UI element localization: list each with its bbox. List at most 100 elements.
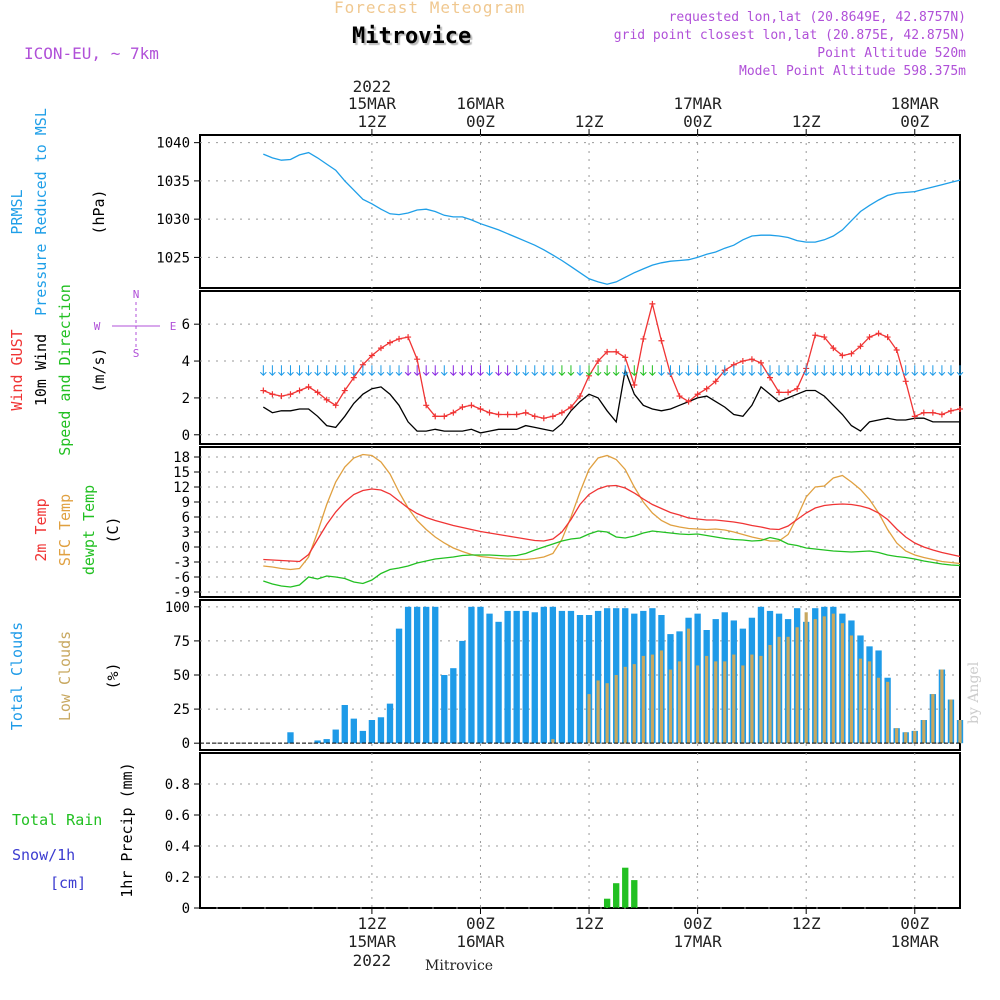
gust-marker [423, 402, 430, 409]
precip-ytick-label: 0 [182, 901, 190, 917]
pressure-frame [199, 134, 961, 289]
gust-marker [640, 335, 647, 342]
gust-marker [830, 345, 837, 352]
wind-direction-arrow [766, 365, 774, 376]
gust-marker [631, 382, 638, 389]
rain-bar [603, 898, 611, 908]
wind-direction-arrow [531, 365, 539, 376]
wind-direction-arrow [911, 365, 919, 376]
wind-direction-arrow [259, 365, 267, 376]
temperature-frame [199, 446, 961, 598]
wind-direction-arrow [784, 365, 792, 376]
gust-marker [938, 411, 945, 418]
compass-w: W [94, 320, 101, 333]
wind-direction-arrow [486, 365, 493, 376]
pressure-ylabel-2: Pressure Reduced to MSL [32, 108, 50, 316]
temperature-ytick-label: -3 [173, 555, 190, 571]
precip-ytick-label: 0.4 [165, 839, 190, 855]
bottom-time-hour: 12Z [575, 914, 604, 933]
rain-bar [631, 880, 638, 908]
low-cloud-bar [958, 720, 962, 744]
total-cloud-bar [576, 615, 584, 744]
gust-marker [794, 385, 801, 392]
gust-marker [468, 402, 475, 409]
wind-direction-arrow [440, 365, 448, 376]
temperature-ytick-label: 9 [182, 495, 190, 511]
temp-ylabel-3: dewpt Temp [80, 485, 98, 575]
gust-marker [314, 389, 321, 396]
low-cloud-bar [804, 612, 808, 744]
precip-ylabel: 1hr Precip (mm) [118, 762, 136, 897]
wind-direction-arrow [459, 365, 466, 376]
bottom-time-year: 2022 [353, 951, 392, 970]
gust-marker [260, 387, 267, 394]
low-cloud-bar [596, 680, 600, 744]
gust-marker [441, 413, 448, 420]
gust-marker [305, 383, 312, 390]
low-cloud-bar [696, 665, 700, 744]
wind-direction-arrow [386, 365, 394, 376]
footer-location: Mitrovice [425, 958, 494, 974]
gust-marker [296, 387, 303, 394]
precip-legend-snow-unit: [cm] [50, 874, 86, 892]
gust-marker [658, 337, 665, 344]
rain-bar [613, 883, 620, 908]
gust-marker [848, 350, 855, 357]
gust-marker [776, 389, 783, 396]
gust-marker [839, 352, 846, 359]
wind-direction-arrow [630, 365, 638, 376]
wind-ytick-label: 4 [182, 354, 190, 370]
pressure-ytick-label: 1035 [156, 174, 190, 190]
wind-direction-arrow [377, 365, 385, 376]
wind-direction-arrow [721, 365, 729, 376]
gust-marker [785, 389, 792, 396]
top-time-hour: 00Z [900, 112, 929, 131]
gust-marker [323, 396, 330, 403]
gust-marker [911, 413, 918, 420]
top-time-hour: 12Z [357, 112, 386, 131]
gust-marker [269, 391, 276, 398]
gust-marker [459, 404, 466, 411]
low-cloud-bar [705, 655, 709, 744]
gust-marker [857, 343, 864, 350]
gust-marker [685, 398, 692, 405]
gust-marker [947, 407, 954, 414]
requested-coords: requested lon,lat (20.8649E, 42.8757N) [668, 10, 966, 25]
wind-direction-arrow [775, 365, 783, 376]
low-cloud-bar [605, 683, 609, 744]
wind-direction-arrow [341, 365, 349, 376]
low-cloud-bar [659, 650, 664, 744]
bottom-time-hour: 00Z [466, 914, 495, 933]
gust-marker [622, 354, 629, 361]
clouds-ytick-label: 50 [173, 668, 190, 684]
gust-marker [522, 409, 529, 416]
wind-direction-arrow [612, 365, 620, 376]
wind-direction-arrow [269, 365, 276, 376]
wind-direction-arrow [296, 365, 303, 376]
total-cloud-bar [423, 606, 430, 744]
grid-point-coords: grid point closest lon,lat (20.875E, 42.… [613, 28, 966, 43]
total-cloud-bar [341, 705, 348, 744]
temp-unit: (C) [104, 516, 122, 543]
low-cloud-bar [831, 613, 835, 744]
wind-direction-arrow [504, 365, 511, 376]
gust-marker [676, 393, 683, 400]
wind-direction-arrow [449, 365, 457, 376]
gust-marker [902, 378, 909, 385]
wind-direction-arrow [649, 365, 656, 376]
wind-direction-arrow [395, 365, 403, 376]
low-cloud-bar [587, 694, 591, 744]
gust-marker [613, 348, 620, 355]
gust-marker [703, 385, 710, 392]
total-cloud-bar [314, 740, 321, 744]
gust-marker [368, 352, 375, 359]
gust-marker [748, 356, 755, 363]
wind-direction-arrow [278, 365, 285, 376]
bottom-time-hour: 12Z [357, 914, 386, 933]
gust-marker [957, 405, 963, 412]
wind-direction-arrow [866, 365, 873, 376]
wind-direction-arrow [730, 365, 738, 376]
low-cloud-bar [949, 699, 953, 744]
gust-marker [920, 409, 927, 416]
gust-marker [577, 393, 583, 400]
